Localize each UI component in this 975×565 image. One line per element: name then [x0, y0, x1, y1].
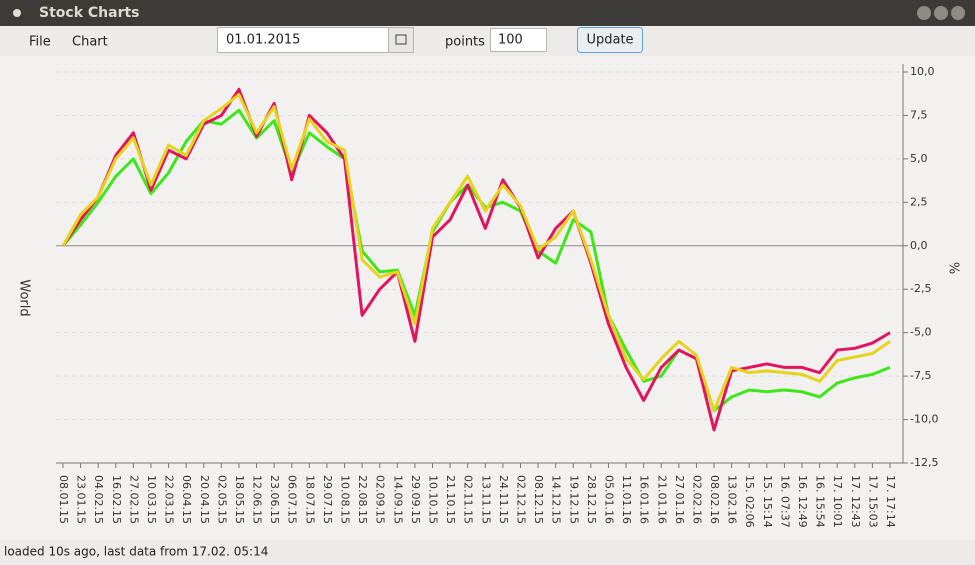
x-tick-label: 29.09.15 [409, 475, 422, 524]
y-tick-label: 7,5 [910, 108, 928, 121]
x-tick-label: 06.07.15 [286, 475, 299, 524]
title-bar [0, 0, 975, 26]
x-tick-label: 02.12.15 [514, 475, 527, 524]
chart: 10,0 7,5 5,0 2,5 0,0 -2,5 -5,0 -7,5 -10,0 -12,5 08… [17, 64, 961, 528]
x-tick-label: 19.12.15 [567, 475, 580, 524]
update-button[interactable] [577, 27, 643, 53]
x-tick-label: 02.11.15 [462, 475, 475, 524]
x-tick-label: 21.01.16 [655, 475, 668, 524]
x-tick-label: 18.05.15 [233, 475, 246, 524]
x-tick-label: 12.06.15 [251, 475, 264, 524]
x-tick-label: 18.07.15 [303, 475, 316, 524]
x-tick-label: 29.07.15 [321, 475, 334, 524]
y-tick-label: -12,5 [910, 456, 938, 469]
y-axis-label: World [17, 279, 32, 316]
x-tick-label: 23.01.15 [75, 475, 88, 524]
series-line [61, 87, 891, 432]
close-button[interactable] [951, 6, 965, 20]
x-tick-label: 02.05.15 [215, 475, 228, 524]
x-tick-label: 16. 07:37 [778, 475, 791, 528]
x-tick-label: 17. 15:03 [866, 475, 879, 528]
y-tick-label: -7,5 [910, 369, 931, 382]
menu-chart[interactable]: Chart [72, 35, 108, 50]
minimize-button[interactable] [917, 6, 931, 20]
x-tick-label: 10.08.15 [339, 475, 352, 524]
x-tick-label: 17. 12:43 [849, 475, 862, 528]
x-tick-label: 08.02.16 [708, 475, 721, 524]
x-tick-label: 15. 02:06 [743, 475, 756, 528]
x-tick-label: 21.10.15 [444, 475, 457, 524]
x-tick-label: 13.02.16 [726, 475, 739, 524]
calendar-button[interactable] [388, 27, 414, 53]
menu-file[interactable]: File [29, 35, 51, 50]
points-value: 100 [498, 33, 523, 48]
x-tick-label: 17. 10:01 [831, 475, 844, 528]
status-bar [0, 540, 975, 565]
x-tick-label: 14.12.15 [550, 475, 563, 524]
maximize-button[interactable] [934, 6, 948, 20]
x-tick-label: 16.01.16 [638, 475, 651, 524]
x-tick-label: 02.02.16 [690, 475, 703, 524]
x-tick-label: 16.02.15 [110, 475, 123, 524]
x-tick-label: 06.04.15 [180, 475, 193, 524]
x-tick-label: 24.11.15 [497, 475, 510, 524]
y-tick-label: 0,0 [910, 239, 928, 252]
update-label: Update [586, 33, 633, 48]
x-tick-label: 04.02.15 [92, 475, 105, 524]
date-field[interactable] [217, 27, 414, 53]
y2-axis-label: % [946, 262, 961, 274]
x-tick-label: 10.03.15 [145, 475, 158, 524]
y-tick-label: 10,0 [910, 65, 935, 78]
y-tick-label: 5,0 [910, 152, 928, 165]
points-field[interactable] [490, 28, 547, 52]
y-tick-label: 2,5 [910, 195, 928, 208]
x-tick-label: 16. 12:49 [796, 475, 809, 528]
x-tick-label: 27.01.16 [673, 475, 686, 524]
app-icon [13, 9, 21, 17]
x-tick-label: 16. 15:54 [814, 475, 827, 528]
x-tick-label: 22.03.15 [163, 475, 176, 524]
series-line [61, 93, 891, 413]
x-tick-label: 02.09.15 [374, 475, 387, 524]
y-tick-label: -10,0 [910, 413, 938, 426]
date-value: 01.01.2015 [226, 33, 300, 48]
window-title: Stock Charts [39, 5, 140, 21]
x-tick-label: 08.12.15 [532, 475, 545, 524]
x-tick-label: 28.12.15 [585, 475, 598, 524]
points-label: points [445, 35, 485, 50]
y-tick-label: -2,5 [910, 282, 931, 295]
x-tick-label: 14.09.15 [391, 475, 404, 524]
x-tick-label: 17. 17:14 [884, 475, 897, 528]
x-tick-label: 22.08.15 [356, 475, 369, 524]
x-tick-label: 15. 15:14 [761, 475, 774, 528]
x-tick-label: 23.06.15 [268, 475, 281, 524]
calendar-icon [395, 34, 407, 45]
x-tick-label: 27.02.15 [127, 475, 140, 524]
x-tick-label: 11.01.16 [620, 475, 633, 524]
status-text: loaded 10s ago, last data from 17.02. 05… [4, 545, 268, 559]
x-tick-label: 10.10.15 [427, 475, 440, 524]
toolbar [0, 26, 975, 56]
x-tick-label: 08.01.15 [57, 475, 70, 524]
x-tick-label: 05.01.16 [602, 475, 615, 524]
x-tick-label: 13.11.15 [479, 475, 492, 524]
x-tick-label: 20.04.15 [198, 475, 211, 524]
y-tick-label: -5,0 [910, 326, 931, 339]
